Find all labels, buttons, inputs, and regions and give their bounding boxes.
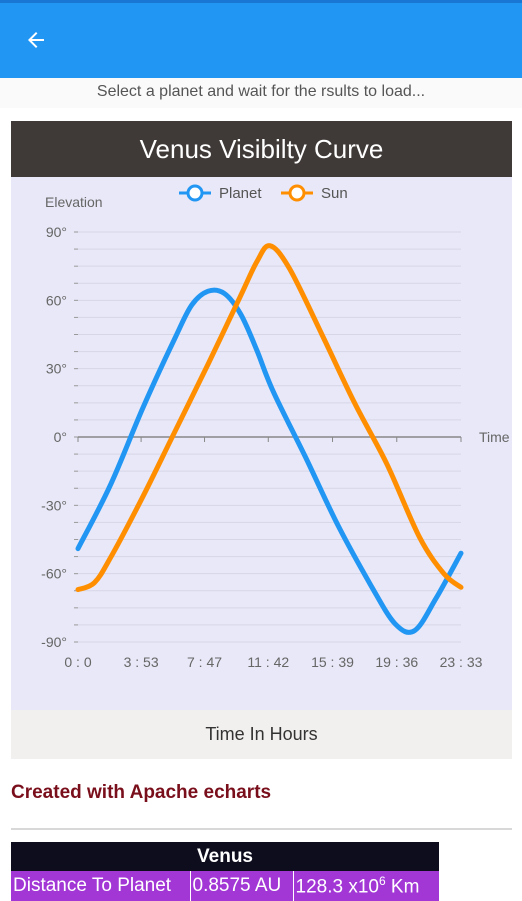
divider bbox=[11, 828, 512, 830]
back-button[interactable] bbox=[14, 20, 58, 60]
chart-title: Venus Visibilty Curve bbox=[11, 121, 512, 177]
visibility-chart: Elevation 90° 60° 30° 0° -30° -60° -90° Time 0 : … bbox=[41, 184, 510, 670]
table-row: Distance To Planet 0.8575 AU 128.3 x106 … bbox=[11, 871, 440, 901]
y-tick-label: -30° bbox=[41, 497, 67, 513]
x-tick-label: 3 : 53 bbox=[124, 654, 159, 670]
x-axis-end-label: Time bbox=[479, 429, 510, 445]
app-bar bbox=[0, 0, 522, 78]
x-tick-label: 23 : 33 bbox=[440, 654, 483, 670]
y-tick-label: 90° bbox=[46, 224, 67, 240]
x-tick-label: 7 : 47 bbox=[187, 654, 222, 670]
x-tick-label: 0 : 0 bbox=[64, 654, 91, 670]
chart-card: Venus Visibilty Curve Elevation 90° 60° 30°… bbox=[11, 121, 512, 759]
info-table-header: Venus bbox=[11, 842, 440, 871]
legend-label-sun: Sun bbox=[321, 185, 348, 202]
y-tick-label: 0° bbox=[54, 429, 67, 445]
series-line-planet bbox=[75, 287, 464, 635]
y-tick-label: 60° bbox=[46, 292, 67, 308]
distance-label: Distance To Planet bbox=[11, 871, 191, 901]
x-axis-caption: Time In Hours bbox=[205, 724, 318, 744]
status-strip bbox=[0, 0, 522, 3]
x-tick-label: 11 : 42 bbox=[247, 654, 289, 670]
y-tick-label: -90° bbox=[41, 634, 67, 650]
y-tick-label: 30° bbox=[46, 361, 67, 377]
arrow-left-icon bbox=[28, 32, 44, 48]
x-tick-label: 15 : 39 bbox=[311, 654, 354, 670]
series-line-sun bbox=[75, 243, 464, 593]
y-tick-label: -60° bbox=[41, 566, 67, 582]
legend-marker-sun bbox=[288, 184, 306, 202]
legend-label-planet: Planet bbox=[219, 185, 262, 202]
chart-area: Elevation 90° 60° 30° 0° -30° -60° -90° Time 0 : … bbox=[11, 177, 512, 710]
distance-km: 128.3 x106 Km bbox=[293, 871, 440, 901]
legend-marker-planet bbox=[186, 184, 204, 202]
credit-text: Created with Apache echarts bbox=[11, 782, 272, 803]
x-tick-label: 19 : 36 bbox=[375, 654, 418, 670]
distance-au: 0.8575 AU bbox=[190, 871, 294, 901]
y-axis-title: Elevation bbox=[45, 194, 103, 210]
info-table: Venus Distance To Planet 0.8575 AU 128.3… bbox=[11, 842, 440, 901]
instruction-text: Select a planet and wait for the rsults … bbox=[0, 78, 522, 108]
